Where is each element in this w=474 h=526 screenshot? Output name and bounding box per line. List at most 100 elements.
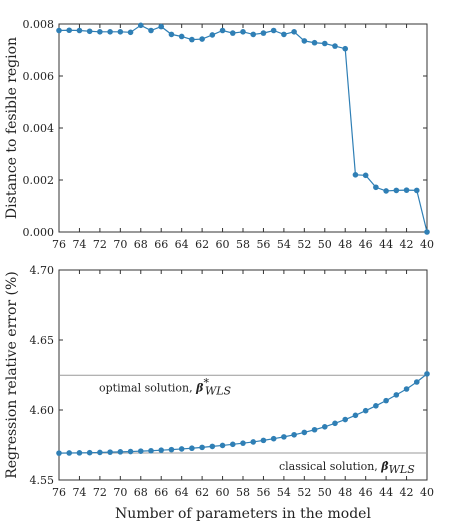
chart-panel-bottom: 76 74 72 70 68 66 64 62 60 58 56 54 52 50 48 46 44 42 40 4.… [4, 264, 434, 522]
y-axis-label-top: Distance to fesible region [4, 37, 20, 219]
x-tick-label-1-11: 54 [277, 486, 291, 499]
x-tick-label-1-18: 40 [420, 486, 434, 499]
x-tick-label-0-4: 68 [134, 238, 148, 251]
data-point-1-19 [250, 439, 257, 445]
data-point-0-32 [383, 188, 389, 194]
data-point-0-6 [117, 29, 124, 35]
x-tick-label-0-10: 56 [256, 238, 270, 251]
data-point-1-8 [137, 448, 144, 454]
y-tick-label-1-0: 4.55 [30, 474, 55, 487]
data-point-1-33 [393, 392, 400, 398]
data-point-1-21 [270, 435, 277, 442]
data-point-1-3 [86, 449, 93, 456]
data-point-0-33 [393, 187, 400, 194]
data-point-0-24 [301, 38, 308, 44]
data-point-0-26 [321, 40, 328, 47]
x-tick-label-1-0: 76 [52, 486, 66, 499]
data-point-1-26 [321, 424, 328, 430]
data-point-0-36 [424, 229, 430, 235]
data-point-0-16 [219, 27, 226, 34]
x-tick-label-1-1: 74 [72, 486, 86, 499]
y-tick-label-1-2: 4.65 [30, 334, 55, 347]
x-tick-label-0-14: 48 [338, 238, 352, 251]
x-tick-label-0-12: 52 [297, 238, 311, 251]
y-tick-label-1-3: 4.70 [30, 264, 55, 277]
data-point-0-21 [270, 27, 277, 34]
y-axis-label-bottom: Regression relative error (%) [4, 271, 20, 479]
data-point-1-29 [352, 412, 359, 419]
data-point-0-7 [127, 29, 134, 36]
data-point-1-22 [281, 434, 287, 440]
data-point-0-12 [178, 33, 185, 40]
data-point-0-30 [362, 172, 369, 179]
data-point-1-34 [403, 386, 410, 392]
data-point-0-14 [199, 36, 205, 42]
y-tick-label-0-2: 0.004 [23, 122, 55, 135]
data-point-1-10 [158, 447, 165, 453]
data-point-0-8 [137, 22, 144, 29]
data-point-0-13 [189, 36, 195, 43]
y-tick-label-0-3: 0.006 [23, 70, 55, 83]
x-tick-label-1-6: 64 [175, 486, 189, 499]
y-tick-label-0-1: 0.002 [23, 174, 55, 187]
x-tick-label-0-6: 64 [175, 238, 189, 251]
data-point-1-4 [97, 449, 103, 456]
data-point-0-9 [148, 27, 154, 34]
x-tick-label-1-13: 50 [318, 486, 332, 499]
data-point-1-2 [76, 450, 83, 456]
data-point-0-0 [56, 27, 62, 34]
x-tick-label-0-16: 44 [379, 238, 393, 251]
data-point-0-20 [260, 30, 267, 36]
series-line-0-0 [58, 24, 428, 233]
data-point-1-35 [413, 379, 420, 385]
data-point-1-36 [424, 371, 430, 377]
data-point-1-15 [209, 443, 216, 450]
x-tick-label-0-17: 42 [400, 238, 414, 251]
data-point-0-5 [107, 29, 113, 35]
data-point-0-22 [281, 31, 287, 38]
data-point-0-18 [240, 29, 246, 35]
data-point-1-11 [168, 446, 175, 453]
data-point-1-1 [66, 450, 73, 456]
data-point-1-18 [240, 440, 246, 446]
reference-line-label-0: optimal solution, β* WLS [99, 376, 232, 397]
data-point-1-14 [199, 444, 205, 451]
data-point-1-17 [229, 441, 236, 448]
data-point-0-17 [229, 30, 236, 36]
data-point-1-9 [148, 447, 154, 454]
x-tick-label-1-14: 48 [338, 486, 352, 499]
x-tick-label-0-18: 40 [420, 238, 434, 251]
data-point-1-23 [291, 431, 297, 438]
data-point-0-23 [291, 29, 297, 35]
x-tick-label-1-17: 42 [400, 486, 414, 499]
x-tick-label-1-16: 44 [379, 486, 393, 499]
reference-line-label-1: classical solution, β̂WLS [279, 460, 415, 476]
x-tick-label-1-2: 72 [93, 486, 107, 499]
y-tick-label-0-4: 0.008 [23, 18, 55, 31]
x-tick-label-1-5: 66 [154, 486, 168, 499]
x-tick-label-1-7: 62 [195, 486, 209, 499]
data-point-1-12 [178, 446, 185, 452]
data-point-1-7 [127, 448, 134, 455]
data-point-0-4 [97, 29, 103, 35]
data-point-0-28 [342, 45, 349, 52]
data-point-1-24 [301, 429, 308, 436]
x-tick-label-0-2: 72 [93, 238, 107, 251]
data-point-0-31 [373, 184, 379, 191]
data-point-0-10 [158, 23, 165, 30]
x-tick-label-0-1: 74 [72, 238, 86, 251]
x-tick-label-1-3: 70 [113, 486, 127, 499]
x-tick-label-1-9: 58 [236, 486, 250, 499]
data-point-1-32 [383, 397, 389, 404]
x-tick-label-0-8: 60 [216, 238, 230, 251]
data-point-0-19 [250, 31, 257, 38]
x-tick-label-0-11: 54 [277, 238, 291, 251]
x-tick-label-0-9: 58 [236, 238, 250, 251]
data-point-1-31 [373, 403, 379, 409]
data-point-1-28 [342, 416, 349, 423]
x-tick-label-0-5: 66 [154, 238, 168, 251]
data-point-1-30 [362, 407, 369, 414]
data-point-1-25 [311, 426, 318, 433]
data-point-1-20 [260, 437, 267, 444]
data-point-0-2 [76, 27, 83, 34]
